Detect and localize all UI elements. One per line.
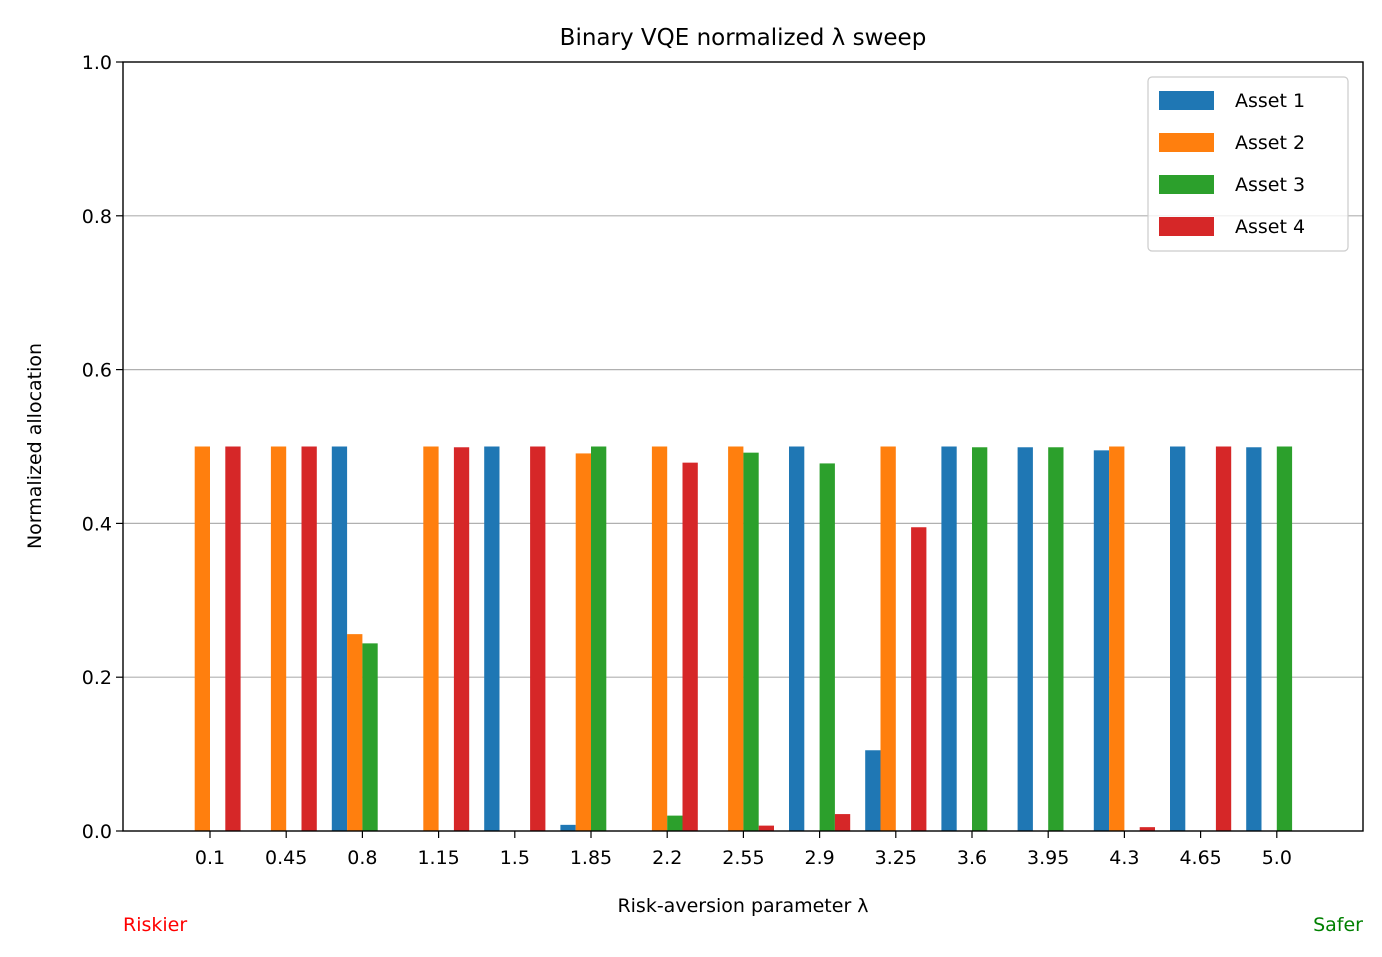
bar-asset-1 — [1093, 450, 1110, 831]
bar-asset-4 — [911, 527, 927, 831]
bar-asset-3 — [591, 446, 607, 831]
x-tick-label: 2.9 — [804, 847, 834, 869]
y-tick-label: 0.2 — [82, 667, 112, 689]
legend-swatch — [1159, 91, 1214, 110]
legend: Asset 1 Asset 2 Asset 3 Asset 4 — [1147, 76, 1349, 252]
x-tick-label: 1.85 — [570, 847, 612, 869]
y-axis-label: Normalized allocation — [24, 343, 46, 549]
legend-swatch — [1159, 217, 1214, 236]
legend-label: Asset 3 — [1235, 174, 1305, 196]
y-tick-label: 0.8 — [82, 206, 112, 228]
legend-box — [1147, 76, 1349, 252]
annotation-safer: Safer — [1313, 914, 1363, 936]
x-tick-label: 0.45 — [265, 847, 307, 869]
x-tick-label: 3.25 — [875, 847, 917, 869]
bar-asset-4 — [1139, 827, 1155, 831]
x-tick-label: 1.5 — [500, 847, 530, 869]
y-tick-label: 0.0 — [82, 821, 112, 843]
y-tick-label: 0.6 — [82, 360, 112, 382]
x-tick-label: 0.8 — [347, 847, 377, 869]
bar-asset-1 — [941, 446, 957, 831]
x-axis-label: Risk-aversion parameter λ — [617, 895, 868, 917]
x-tick-label: 4.65 — [1179, 847, 1221, 869]
x-tick-label: 5.0 — [1262, 847, 1292, 869]
x-tick-label: 3.6 — [957, 847, 987, 869]
bar-asset-2 — [651, 446, 668, 831]
bar-asset-1 — [1017, 447, 1033, 831]
bar-asset-3 — [819, 463, 835, 831]
bar-asset-2 — [880, 446, 896, 831]
bar-asset-4 — [1215, 446, 1232, 831]
bar-asset-4 — [758, 825, 774, 831]
bar-asset-1 — [865, 750, 881, 831]
legend-swatch — [1159, 175, 1214, 194]
legend-label: Asset 1 — [1235, 90, 1305, 112]
bar-asset-2 — [194, 446, 210, 831]
y-axis: 0.0 0.2 0.4 0.6 0.8 1.0 — [82, 52, 123, 843]
bar-asset-4 — [225, 446, 241, 831]
bar-asset-4 — [530, 446, 546, 831]
bar-asset-1 — [1246, 447, 1262, 831]
legend-swatch — [1159, 133, 1214, 152]
bar-asset-3 — [972, 447, 988, 831]
bar-asset-4 — [453, 447, 470, 831]
bar-asset-1 — [1170, 446, 1186, 831]
x-tick-label: 2.55 — [722, 847, 764, 869]
bar-asset-2 — [270, 446, 287, 831]
x-tick-label: 4.3 — [1109, 847, 1139, 869]
bar-asset-2 — [728, 446, 744, 831]
legend-label: Asset 2 — [1235, 132, 1305, 154]
legend-label: Asset 4 — [1235, 216, 1305, 238]
chart-title: Binary VQE normalized λ sweep — [560, 25, 927, 51]
bar-asset-4 — [834, 814, 851, 831]
bar-asset-1 — [331, 446, 348, 831]
bar-asset-4 — [301, 446, 317, 831]
bar-asset-2 — [575, 453, 591, 831]
y-tick-label: 1.0 — [82, 52, 112, 74]
x-tick-label: 2.2 — [652, 847, 682, 869]
bar-asset-4 — [682, 462, 698, 831]
x-tick-label: 3.95 — [1027, 847, 1069, 869]
bar-asset-3 — [1048, 447, 1064, 831]
y-tick-label: 0.4 — [82, 513, 112, 535]
bar-asset-3 — [1276, 446, 1293, 831]
bars — [194, 446, 1293, 831]
bar-asset-3 — [667, 815, 683, 831]
x-axis: 0.1 0.45 0.8 1.15 1.5 1.85 2.2 2.55 2.9 3.25 3.6 3.… — [195, 831, 1292, 869]
bar-asset-1 — [560, 824, 576, 831]
annotation-riskier: Riskier — [123, 914, 187, 936]
bar-asset-2 — [1109, 446, 1125, 831]
bar-asset-2 — [423, 446, 439, 831]
bar-asset-1 — [484, 446, 500, 831]
x-tick-label: 0.1 — [195, 847, 225, 869]
bar-asset-1 — [789, 446, 805, 831]
x-tick-label: 1.15 — [417, 847, 459, 869]
bar-asset-3 — [743, 452, 759, 831]
bar-asset-2 — [347, 634, 363, 831]
bar-asset-3 — [362, 643, 378, 831]
